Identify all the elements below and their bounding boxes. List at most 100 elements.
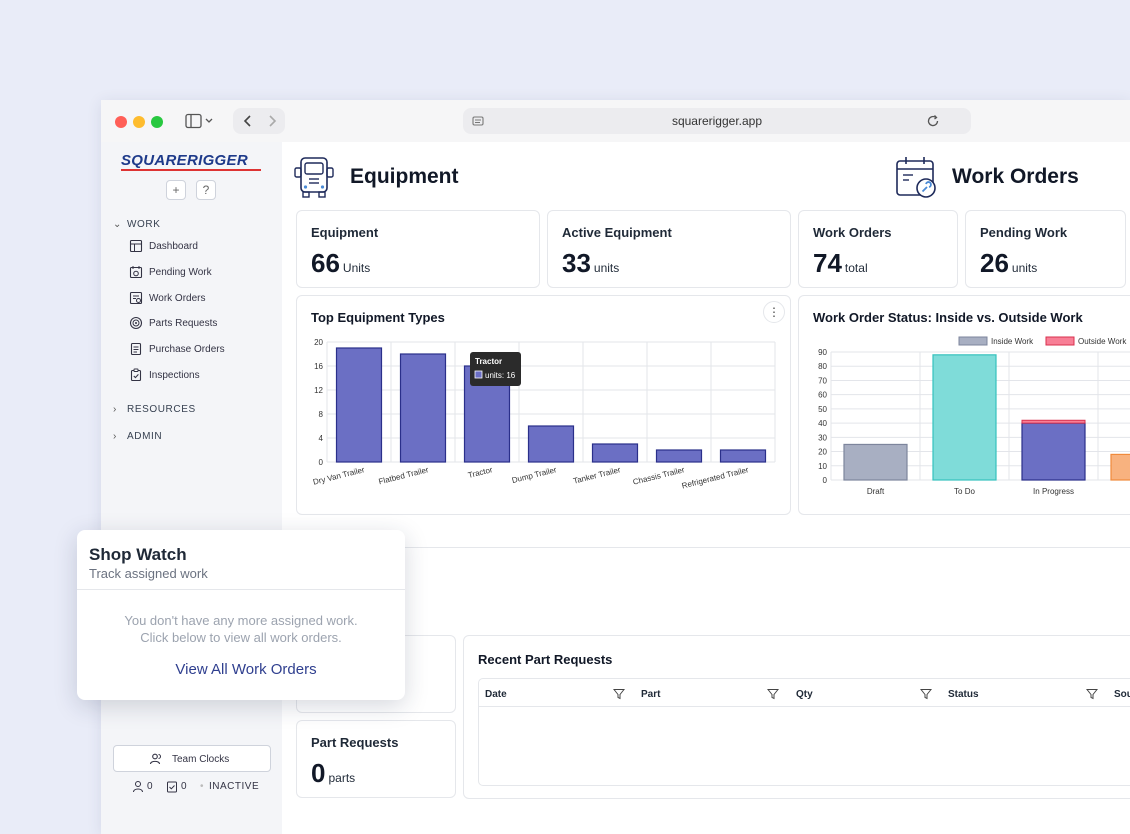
filter-icon[interactable]	[920, 688, 932, 700]
x-tick-label: To Do	[954, 487, 975, 496]
sidebar-item-label: Dashboard	[149, 241, 198, 252]
address-bar[interactable]: squarerigger.app	[463, 108, 971, 134]
sidebar-item-label: Inspections	[149, 370, 200, 381]
section-work-label: WORK	[127, 219, 161, 230]
users-icon	[149, 753, 161, 765]
equipment-chart-card: Top Equipment Types ⋮ 0 4 8 12 16 20 Dry Van T…	[296, 295, 791, 515]
sidebar-item-purchase-orders[interactable]: Purchase Orders	[129, 340, 279, 360]
equipment-card[interactable]: Equipment 66 Units	[296, 210, 540, 288]
user-icon	[133, 781, 143, 793]
sidebar-item-label: Parts Requests	[149, 318, 218, 329]
sidebar-item-parts-requests[interactable]: Parts Requests	[129, 314, 279, 334]
close-window-button[interactable]	[115, 116, 127, 128]
logo-underline	[121, 169, 261, 171]
bar	[719, 449, 767, 463]
card-value: 0	[311, 758, 326, 788]
card-unit: units	[1011, 261, 1038, 275]
sidebar: SQUARERIGGER + ? ⌄ WORK Dashboard Pending…	[101, 142, 282, 834]
filter-icon[interactable]	[1086, 688, 1098, 700]
parts-requests-icon	[129, 316, 143, 330]
team-clocks-label: Team Clocks	[172, 754, 230, 765]
tooltip-title: Tractor	[475, 357, 502, 366]
x-tick-label: Tanker Trailer	[572, 465, 622, 486]
inspections-icon	[130, 368, 142, 382]
card-label: Active Equipment	[562, 225, 672, 240]
sidebar-toggle-icon[interactable]	[185, 113, 215, 129]
work-orders-card[interactable]: Work Orders 74 total	[798, 210, 958, 288]
part-requests-table: Date Part Qty Status Sou	[478, 678, 1130, 786]
view-all-work-orders-link[interactable]: View All Work Orders	[175, 661, 317, 678]
bar	[655, 449, 703, 463]
reload-icon[interactable]	[925, 113, 941, 129]
card-value-row: 0 parts	[311, 758, 355, 789]
filter-icon[interactable]	[767, 688, 779, 700]
section-admin-label: ADMIN	[127, 431, 163, 442]
sidebar-item-inspections[interactable]: Inspections	[129, 366, 279, 386]
shop-watch-message-line1: You don't have any more assigned work.	[124, 613, 358, 628]
shop-watch-divider	[77, 589, 405, 590]
active-equipment-card[interactable]: Active Equipment 33 units	[547, 210, 791, 288]
column-header-source[interactable]: Sou	[1114, 689, 1130, 700]
equipment-bar-chart: 0 4 8 12 16 20 Dry Van Trailer Flatbed Trailer T…	[312, 338, 776, 491]
back-icon[interactable]	[239, 112, 257, 130]
y-tick-label: 10	[818, 462, 827, 471]
card-unit: parts	[328, 771, 356, 785]
maximize-window-button[interactable]	[151, 116, 163, 128]
section-work[interactable]: ⌄ WORK	[113, 219, 161, 230]
work-order-chart-title: Work Order Status: Inside vs. Outside Wo…	[813, 310, 1083, 325]
clipboard-icon	[167, 781, 177, 793]
shop-watch-subtitle: Track assigned work	[89, 566, 208, 581]
status-dot-icon: •	[200, 781, 204, 792]
sidebar-item-pending-work[interactable]: Pending Work	[129, 263, 279, 283]
card-unit: units	[593, 261, 620, 275]
y-tick-label: 60	[818, 391, 827, 400]
app-logo[interactable]: SQUARERIGGER	[121, 152, 248, 169]
card-label: Pending Work	[980, 225, 1068, 240]
pending-work-card[interactable]: Pending Work 26 units	[965, 210, 1126, 288]
team-clocks-button[interactable]: Team Clocks	[113, 745, 271, 772]
part-requests-card[interactable]: Part Requests 0 parts	[296, 720, 456, 798]
column-header-qty[interactable]: Qty	[796, 689, 813, 700]
card-unit: Units	[342, 261, 371, 275]
card-label: Equipment	[311, 225, 379, 240]
sidebar-item-dashboard[interactable]: Dashboard	[129, 237, 279, 257]
legend-label-outside: Outside Work	[1078, 337, 1127, 346]
recent-part-requests-card: Recent Part Requests Date Part Qty Statu…	[463, 635, 1130, 799]
shop-watch-title: Shop Watch	[89, 545, 187, 564]
bar-outside-work	[1021, 419, 1086, 424]
column-header-date[interactable]: Date	[485, 689, 507, 700]
section-resources[interactable]: › RESOURCES	[113, 404, 196, 415]
y-tick-label: 16	[314, 362, 323, 371]
section-admin[interactable]: › ADMIN	[113, 431, 162, 442]
column-header-status[interactable]: Status	[948, 689, 979, 700]
x-tick-label: Chassis Trailer	[632, 465, 686, 487]
y-tick-label: 12	[314, 386, 323, 395]
add-button[interactable]: +	[166, 180, 186, 200]
help-button[interactable]: ?	[196, 180, 216, 200]
column-header-part[interactable]: Part	[641, 689, 661, 700]
sidebar-item-work-orders[interactable]: Work Orders	[129, 289, 279, 309]
tooltip-value: units: 16	[485, 371, 516, 380]
url-text: squarerigger.app	[671, 114, 763, 128]
table-header-row: Date Part Qty Status Sou	[479, 679, 1130, 707]
clock-status: INACTIVE	[209, 781, 260, 792]
section-divider	[296, 547, 1130, 548]
sidebar-item-label: Work Orders	[149, 293, 206, 304]
tasks-count: 0	[181, 781, 187, 792]
work-order-status-chart: 0 10 20 30 40 50 60 70 80 90 Inside Work Outside Wo…	[818, 336, 1130, 496]
card-unit: total	[844, 261, 868, 275]
footer-stats: 0 0 • INACTIVE	[132, 780, 282, 796]
work-order-status-chart-card: Work Order Status: Inside vs. Outside Wo…	[798, 295, 1130, 515]
more-options-button[interactable]: ⋮	[763, 301, 785, 323]
purchase-orders-icon	[130, 342, 142, 356]
minimize-window-button[interactable]	[133, 116, 145, 128]
y-tick-label: 0	[823, 476, 828, 485]
y-tick-label: 4	[319, 434, 324, 443]
forward-icon[interactable]	[263, 112, 281, 130]
chevron-down-icon: ⌄	[113, 219, 122, 230]
card-value-row: 33 units	[562, 248, 619, 279]
history-navigation	[233, 108, 285, 134]
x-tick-label: Dump Trailer	[511, 465, 558, 485]
x-tick-label: Tractor	[467, 465, 494, 480]
filter-icon[interactable]	[613, 688, 625, 700]
